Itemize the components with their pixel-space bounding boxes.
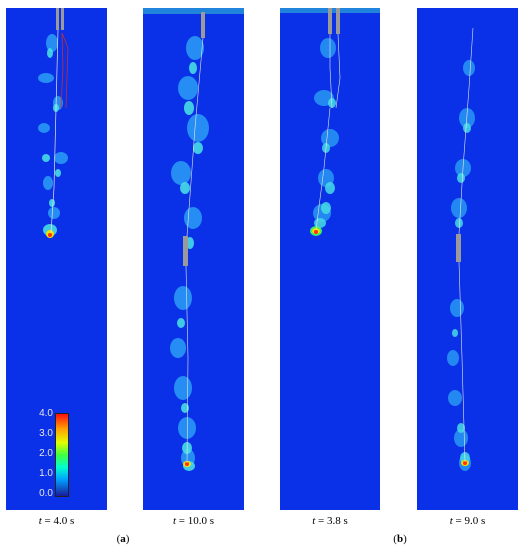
colorbar-tick-label: 2.0 [39,448,53,459]
time-label-2: t = 10.0 s [172,515,215,527]
time-value: 4.0 s [53,515,75,527]
simulation-panel-3 [280,8,380,510]
group-label-a: (a) [116,533,130,545]
time-value: 10.0 s [187,515,215,527]
time-label-3: t = 3.8 s [312,515,348,527]
colorbar-tick-label: 1.0 [39,468,53,479]
group-letter: a [120,533,126,545]
time-label-4: t = 9.0 s [449,515,486,527]
colorbar-tick-label: 4.0 [39,408,53,419]
group-letter: b [396,533,404,545]
time-value: 9.0 s [464,515,486,527]
simulation-panel-4 [417,8,518,510]
colorbar-tick-label: 3.0 [39,428,53,439]
colorbar-tick-label: 0.0 [39,488,53,499]
time-value: 3.8 s [327,515,348,527]
time-label-1: t = 4.0 s [38,515,75,527]
colorbar [55,413,69,497]
group-label-b: (b) [393,533,407,545]
simulation-panel-2 [143,8,244,510]
